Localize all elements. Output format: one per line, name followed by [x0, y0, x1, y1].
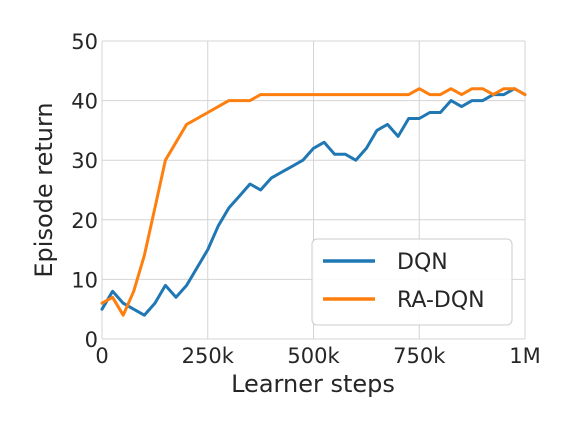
x-tick-label: 0 — [95, 344, 108, 368]
x-tick-label: 1M — [509, 344, 540, 368]
y-axis-label: Episode return — [30, 102, 58, 277]
y-tick-label: 0 — [85, 328, 98, 352]
y-tick-label: 20 — [71, 209, 98, 233]
legend: DQN RA-DQN — [311, 238, 513, 326]
y-tick-label: 40 — [71, 90, 98, 114]
y-tick-label: 50 — [71, 30, 98, 54]
x-tick-label: 250k — [182, 344, 235, 368]
grid — [101, 40, 526, 340]
y-tick-label: 10 — [71, 268, 98, 292]
legend-label-dqn: DQN — [397, 250, 448, 275]
series-line-dqn — [100, 87, 527, 317]
x-axis-label: Learner steps — [231, 370, 395, 398]
x-tick-label: 500k — [287, 344, 340, 368]
y-tick-labels: 0 10 20 30 40 50 — [71, 30, 98, 352]
x-tick-label: 750k — [393, 344, 446, 368]
series-layer — [100, 87, 527, 317]
x-tick-labels: 0 250k 500k 750k 1M — [95, 344, 540, 368]
series-line-ra-dqn — [100, 87, 527, 317]
y-tick-label: 30 — [71, 149, 98, 173]
legend-label-ra-dqn: RA-DQN — [397, 288, 485, 313]
